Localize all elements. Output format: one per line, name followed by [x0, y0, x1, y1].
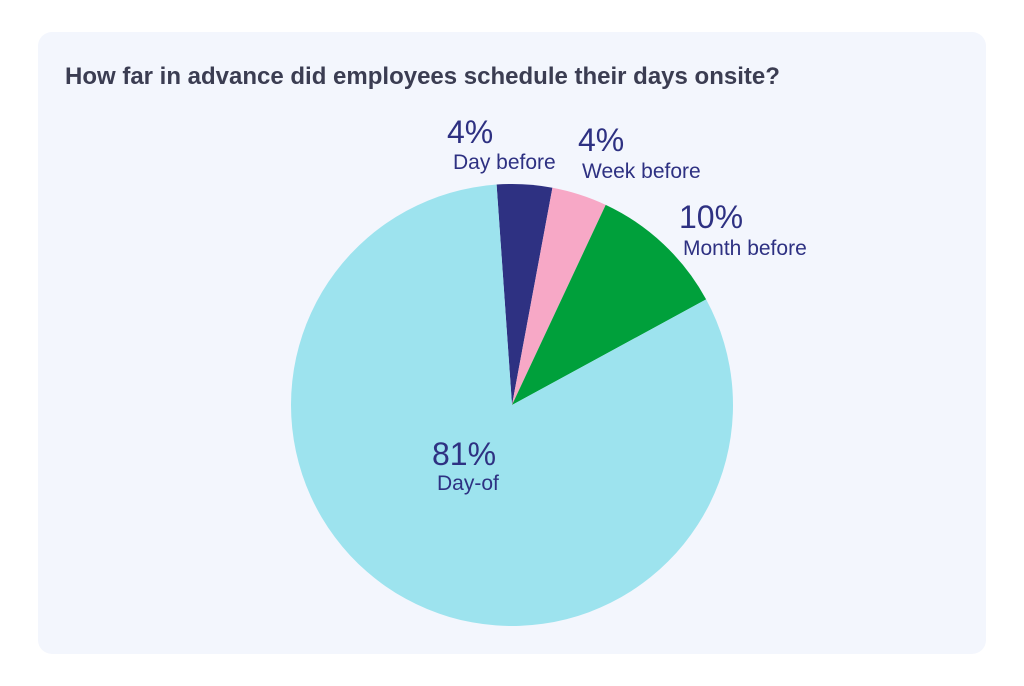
slice-percent-day-of: 81% — [432, 436, 496, 472]
pie-slice-month-before — [512, 204, 707, 405]
chart-title: How far in advance did employees schedul… — [65, 63, 780, 90]
slice-label-day-before: Day before — [453, 151, 556, 174]
slice-label-day-of: Day-of — [437, 472, 499, 495]
pie-slice-day-before — [496, 184, 553, 405]
pie-slices — [290, 184, 733, 627]
slice-percent-week-before: 4% — [578, 122, 624, 158]
slice-percent-day-before: 4% — [447, 114, 493, 150]
pie-slice-day-of — [290, 184, 733, 627]
slice-label-month-before: Month before — [683, 237, 807, 260]
pie-slice-week-before — [512, 187, 606, 405]
slice-percent-month-before: 10% — [679, 199, 743, 235]
slice-label-week-before: Week before — [582, 160, 701, 183]
